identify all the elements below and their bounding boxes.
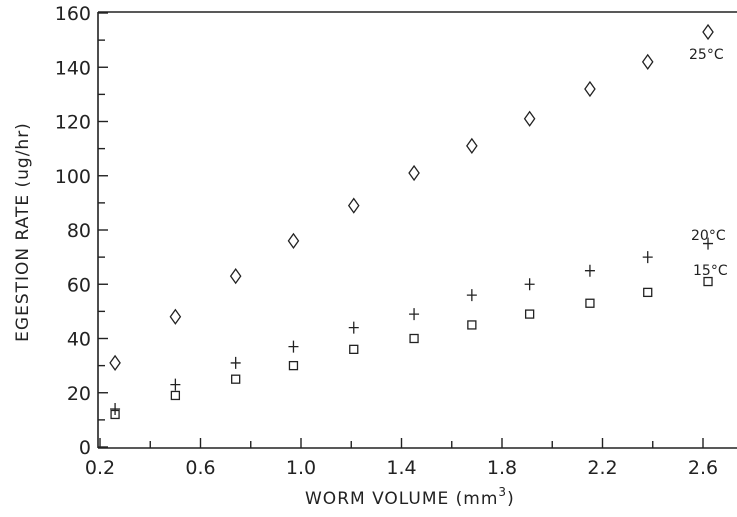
square-point xyxy=(349,344,359,355)
x-tick-label: 2.6 xyxy=(688,457,718,479)
square-point xyxy=(585,298,595,308)
square-point xyxy=(643,287,653,298)
x-tick-label: 0.2 xyxy=(85,457,115,479)
plus-point xyxy=(703,237,714,250)
y-tick-label: 160 xyxy=(55,3,91,25)
x-axis-title-superscript: 3 xyxy=(498,485,507,499)
diamond-point xyxy=(347,197,360,214)
square-point xyxy=(467,320,477,330)
x-axis-title-close: ) xyxy=(507,489,515,509)
y-tick-label: 0 xyxy=(79,437,91,459)
axes xyxy=(97,11,737,449)
plus-point xyxy=(288,340,299,353)
y-axis-ticks: 0 20 40 60 80 100 120 140 160 xyxy=(55,3,108,459)
diamond-point xyxy=(584,80,596,98)
diamond-point xyxy=(466,137,478,155)
square-point xyxy=(170,390,181,401)
plus-point xyxy=(642,251,653,264)
x-tick-label: 1.4 xyxy=(386,457,416,479)
square-point xyxy=(703,276,713,287)
diamond-point xyxy=(169,308,182,325)
plus-point xyxy=(584,264,595,277)
diamond-point xyxy=(641,53,654,70)
series-label: 20°C xyxy=(691,228,726,244)
plus-point xyxy=(409,308,420,321)
series-label: 25°C xyxy=(689,47,724,63)
plus-point xyxy=(170,378,181,391)
square-point xyxy=(524,309,535,319)
y-tick-label: 80 xyxy=(67,220,91,242)
x-axis-title: WORM VOLUME (mm3) xyxy=(305,485,515,509)
x-tick-label: 0.6 xyxy=(185,457,215,479)
series-labels: 25°C 20°C 15°C xyxy=(689,47,728,279)
plus-point xyxy=(230,356,241,369)
y-axis-title: EGESTION RATE (ug/hr) xyxy=(13,122,33,342)
y-tick-label: 100 xyxy=(55,166,91,188)
diamond-point xyxy=(287,232,300,249)
y-tick-label: 140 xyxy=(55,57,91,79)
y-tick-label: 120 xyxy=(55,112,91,134)
series-label: 15°C xyxy=(693,263,728,279)
square-point xyxy=(231,374,241,384)
data-points xyxy=(109,23,714,420)
x-tick-label: 2.2 xyxy=(587,457,617,479)
y-tick-label: 60 xyxy=(67,274,91,296)
plus-point xyxy=(110,403,121,416)
diamond-point xyxy=(523,110,536,127)
square-point xyxy=(409,333,419,344)
x-tick-label: 1.0 xyxy=(286,457,316,479)
plus-point xyxy=(348,321,359,334)
diamond-point xyxy=(229,267,242,285)
diamond-point xyxy=(408,164,420,182)
diamond-point xyxy=(702,23,714,41)
square-point xyxy=(110,409,120,420)
diamond-point xyxy=(109,354,121,372)
y-tick-label: 20 xyxy=(67,383,91,405)
x-axis-ticks: 0.2 0.6 1.0 1.4 1.8 2.2 2.6 xyxy=(85,438,718,479)
plus-point xyxy=(466,289,477,302)
plus-point xyxy=(524,278,535,291)
square-point xyxy=(288,360,299,371)
y-tick-label: 40 xyxy=(67,329,91,351)
x-tick-label: 1.8 xyxy=(487,457,517,479)
